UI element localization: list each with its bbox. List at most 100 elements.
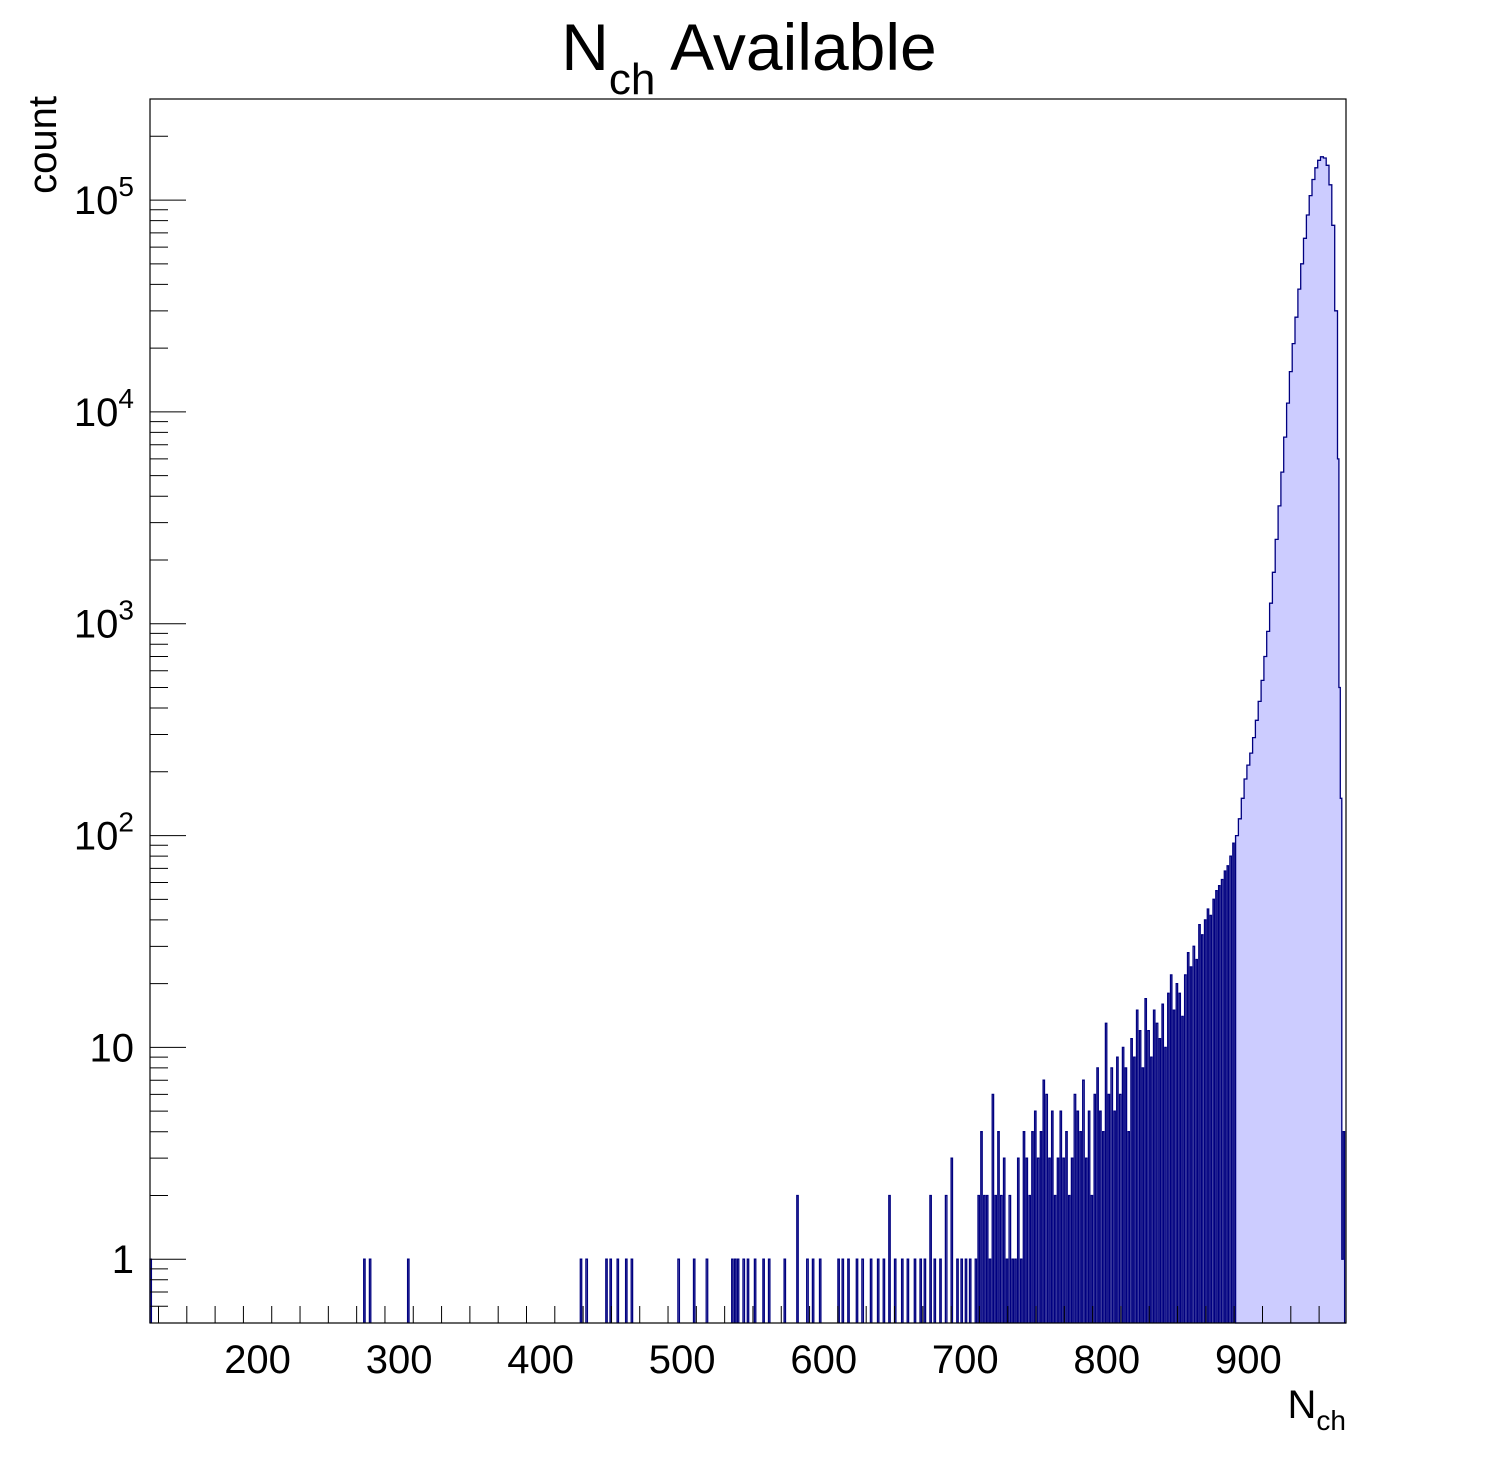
histogram-bin — [733, 1258, 737, 1323]
histogram-bin — [1206, 908, 1210, 1323]
histogram-bin — [1164, 1046, 1167, 1323]
histogram-bin — [1050, 1110, 1054, 1323]
histogram-bin — [991, 1093, 995, 1323]
histogram-bin — [692, 1258, 696, 1323]
histogram-bin — [1118, 1093, 1122, 1323]
axes-layer: 200 300 400 500 600 700 800 900 1 10 102 103 104 105 — [74, 98, 1347, 1382]
histogram-peak-area — [1234, 156, 1346, 1324]
histogram-bin — [1135, 1009, 1139, 1323]
histogram-bin — [368, 1258, 372, 1323]
histogram-bin — [1084, 1157, 1088, 1323]
histogram-bin — [1062, 1157, 1065, 1323]
histogram-bin — [1181, 1015, 1184, 1323]
histogram-bin — [1152, 1009, 1156, 1323]
histogram-bin — [882, 1258, 886, 1323]
histogram-bin — [1172, 1009, 1176, 1323]
histogram-bin — [1090, 1194, 1094, 1323]
histogram-bin — [1039, 1131, 1043, 1323]
histogram-bin — [1073, 1093, 1077, 1323]
histogram-bin — [746, 1258, 750, 1323]
histogram-bin — [888, 1194, 891, 1323]
histogram-bin — [837, 1258, 840, 1323]
histogram-bin — [1223, 870, 1227, 1323]
histogram-bin — [929, 1194, 932, 1323]
histogram-bin — [1212, 898, 1216, 1323]
histogram-bin — [742, 1258, 746, 1323]
histogram-bin — [616, 1258, 620, 1323]
histogram-bin — [980, 1131, 983, 1323]
histogram-bin — [968, 1258, 972, 1323]
histogram-bin — [1167, 992, 1170, 1323]
y-tick-label: 105 — [74, 171, 134, 223]
histogram-bin — [900, 1258, 904, 1323]
histogram-bin — [1070, 1157, 1074, 1323]
x-tick-label: 200 — [224, 1338, 291, 1382]
histogram-bin — [796, 1194, 799, 1323]
histogram-bin — [933, 1258, 937, 1323]
histogram-bin — [1178, 992, 1182, 1323]
histogram-bin — [1016, 1157, 1020, 1323]
histogram-bin — [1217, 885, 1221, 1323]
histogram-bin — [630, 1258, 634, 1323]
histogram-bin — [736, 1258, 740, 1323]
histogram-bin — [1198, 923, 1201, 1323]
y-tick-label: 103 — [74, 595, 134, 647]
histogram-bin — [1161, 1003, 1165, 1323]
histogram-bin — [783, 1258, 787, 1323]
histogram-bin — [1053, 1194, 1057, 1323]
histogram-bin — [997, 1131, 1000, 1323]
histogram-bin — [985, 1194, 989, 1323]
histogram-bin — [1048, 1157, 1051, 1323]
histogram-bin — [1220, 878, 1224, 1323]
histogram-bin — [1014, 1258, 1017, 1323]
histogram-bin — [1104, 1022, 1108, 1323]
histogram-bin — [1133, 1056, 1136, 1323]
chart-title: Nch Available — [561, 10, 937, 104]
histogram-bin — [1200, 934, 1204, 1323]
histogram-bin — [999, 1194, 1003, 1323]
histogram-bin — [1127, 1131, 1131, 1323]
histogram-bin — [1093, 1093, 1097, 1323]
histogram-bin — [841, 1258, 845, 1323]
histogram-bin — [1099, 1110, 1102, 1323]
histogram-bin — [1150, 1056, 1153, 1323]
histogram-bin — [1186, 952, 1190, 1323]
histogram-bin — [950, 1157, 954, 1323]
y-tick-label: 10 — [90, 1026, 135, 1070]
x-tick-label: 900 — [1215, 1338, 1282, 1382]
y-tick-label: 1 — [112, 1238, 134, 1282]
histogram-bin — [977, 1194, 981, 1323]
histogram-bin — [1209, 914, 1213, 1323]
histogram-bin — [1195, 958, 1199, 1323]
histogram-bin — [677, 1258, 681, 1323]
histogram-bin — [893, 1258, 897, 1323]
histogram-bin — [1155, 1022, 1159, 1323]
histogram-bin — [994, 1194, 998, 1323]
histogram-bin — [1056, 1157, 1060, 1323]
histogram-bin — [1169, 974, 1173, 1323]
x-tick-label: 600 — [790, 1338, 857, 1382]
histogram-bin — [1138, 1029, 1142, 1323]
histogram-bin — [1192, 945, 1196, 1323]
histogram-bin — [1124, 1067, 1128, 1323]
histogram-bin — [1232, 842, 1235, 1323]
histogram-bin — [762, 1258, 765, 1323]
histogram-bin — [1022, 1131, 1026, 1323]
histogram-bin — [1028, 1194, 1032, 1323]
histogram-bin — [1025, 1157, 1029, 1323]
histogram-bin — [1189, 966, 1193, 1323]
histogram-bin — [919, 1258, 923, 1323]
histogram-bin — [1229, 855, 1233, 1323]
histogram-bin — [1036, 1157, 1040, 1323]
histogram-bin — [609, 1258, 613, 1323]
histogram-bin — [1005, 1258, 1009, 1323]
histogram-bin — [1121, 1046, 1125, 1323]
histogram-bin — [1215, 889, 1218, 1323]
histogram-bin — [956, 1258, 959, 1323]
histogram-bin — [1226, 865, 1230, 1323]
x-tick-label: 700 — [932, 1338, 999, 1382]
histogram-bin — [960, 1258, 964, 1323]
histogram-bin — [605, 1258, 608, 1323]
histogram-bin — [1082, 1079, 1085, 1323]
